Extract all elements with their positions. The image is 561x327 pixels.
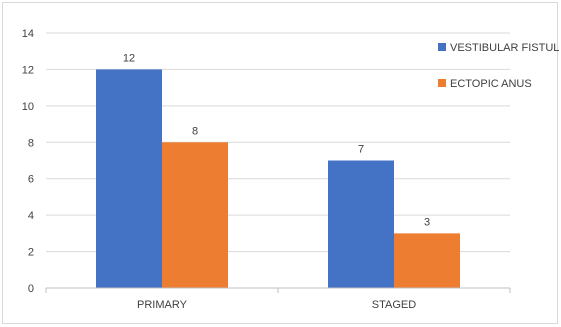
data-label: 3 — [424, 216, 430, 228]
legend-swatch — [438, 79, 446, 87]
data-label: 12 — [123, 52, 135, 64]
y-tick-label: 12 — [22, 64, 34, 76]
legend-swatch — [438, 43, 446, 51]
y-tick-label: 10 — [22, 101, 34, 113]
y-tick-label: 6 — [28, 174, 34, 186]
data-label: 7 — [358, 144, 364, 156]
bars — [96, 69, 460, 288]
data-labels: 12 8 7 3 — [123, 52, 430, 228]
legend: VESTIBULAR FISTUL ECTOPIC ANUS — [438, 42, 559, 90]
y-tick-label: 14 — [22, 28, 34, 40]
bar — [96, 69, 162, 288]
y-tick-label: 4 — [28, 210, 34, 222]
legend-label: VESTIBULAR FISTUL — [450, 42, 559, 54]
x-category-label: PRIMARY — [137, 299, 188, 311]
bar — [328, 160, 394, 288]
x-axis: PRIMARY STAGED — [45, 287, 511, 311]
bar — [394, 233, 460, 288]
bar — [162, 142, 228, 288]
chart-frame — [2, 2, 558, 324]
y-tick-label: 0 — [28, 283, 34, 295]
legend-label: ECTOPIC ANUS — [450, 78, 532, 90]
data-label: 8 — [192, 125, 198, 137]
y-tick-label: 2 — [28, 247, 34, 259]
x-category-label: STAGED — [372, 299, 416, 311]
y-tick-label: 8 — [28, 137, 34, 149]
y-axis-ticks: 0 2 4 6 8 10 12 14 — [22, 28, 34, 295]
